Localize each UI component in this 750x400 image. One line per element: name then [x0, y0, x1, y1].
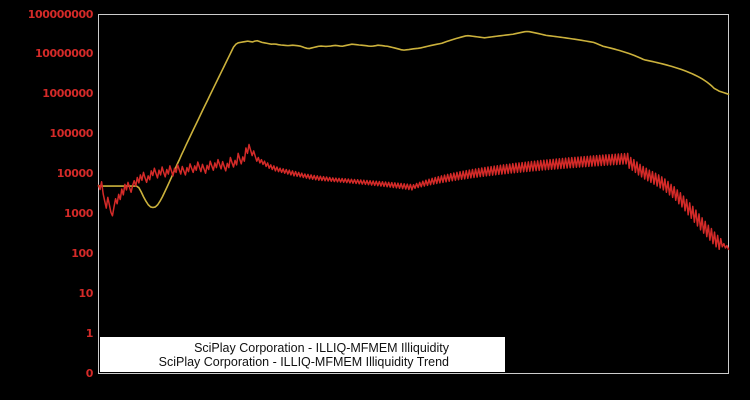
- y-tick-label: 1: [85, 326, 94, 340]
- y-tick-label: 100000000: [27, 7, 94, 21]
- series-line-illiquidity: [97, 143, 730, 251]
- series-line-trend: [97, 30, 730, 209]
- y-tick-label: 100000: [49, 127, 93, 141]
- y-tick-label: 10000: [56, 167, 94, 181]
- y-tick-label: 1000: [63, 206, 93, 220]
- chart-legend[interactable]: SciPlay Corporation - ILLIQ-MFMEM Illiqu…: [100, 337, 505, 372]
- y-tick-label: 10: [78, 286, 93, 300]
- plot-border: [98, 14, 729, 374]
- legend-label-trend: SciPlay Corporation - ILLIQ-MFMEM Illiqu…: [158, 354, 449, 369]
- y-tick-label: 10000000: [34, 47, 93, 61]
- legend-swatch-illiquidity: [458, 347, 498, 349]
- legend-swatch-trend: [458, 361, 498, 363]
- legend-item[interactable]: SciPlay Corporation - ILLIQ-MFMEM Illiqu…: [107, 341, 498, 355]
- y-tick-label: 100: [71, 246, 93, 260]
- y-tick-label: 1000000: [42, 87, 93, 101]
- y-tick-label: 0: [85, 366, 94, 380]
- legend-label-illiquidity: SciPlay Corporation - ILLIQ-MFMEM Illiqu…: [194, 340, 449, 355]
- legend-item[interactable]: SciPlay Corporation - ILLIQ-MFMEM Illiqu…: [107, 355, 498, 369]
